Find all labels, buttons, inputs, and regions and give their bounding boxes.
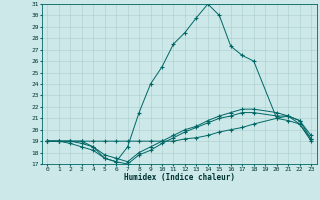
X-axis label: Humidex (Indice chaleur): Humidex (Indice chaleur) [124, 173, 235, 182]
